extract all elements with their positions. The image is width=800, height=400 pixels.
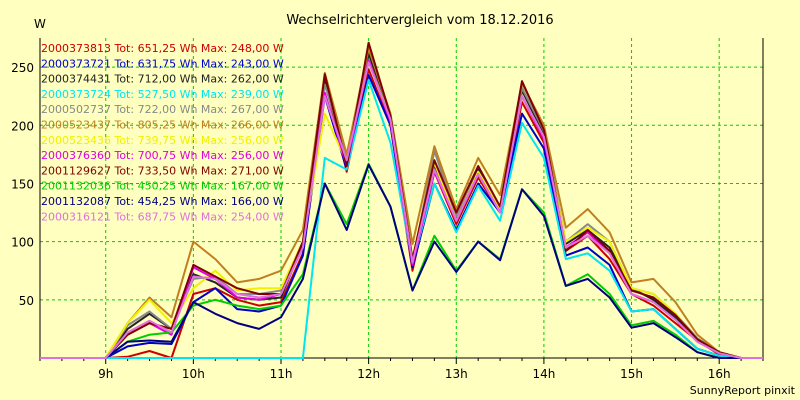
- legend-entry-2001132036: 2001132036 Tot: 450,25 Wh Max: 167,00 W: [41, 180, 284, 193]
- legend-entry-2000373724: 2000373724 Tot: 527,50 Wh Max: 239,00 W: [41, 88, 284, 101]
- x-tick-label: 16h: [708, 367, 731, 381]
- x-tick-label: 11h: [270, 367, 293, 381]
- legend-entry-2001132087: 2001132087 Tot: 454,25 Wh Max: 166,00 W: [41, 195, 284, 208]
- y-tick-label: 150: [11, 177, 34, 191]
- series-line-2000523437: [40, 47, 763, 359]
- legend-entry-2001129627: 2001129627 Tot: 733,50 Wh Max: 271,00 W: [41, 164, 284, 177]
- x-tick-label: 10h: [182, 367, 205, 381]
- y-tick-label: 100: [11, 236, 34, 250]
- legend-entry-2000523437: 2000523437 Tot: 805,25 Wh Max: 266,00 W: [41, 119, 284, 132]
- x-tick-label: 14h: [532, 367, 555, 381]
- legend-entry-2000374431: 2000374431 Tot: 712,00 Wh Max: 262,00 W: [41, 73, 284, 86]
- x-tick-label: 15h: [620, 367, 643, 381]
- series-line-2001132087: [40, 163, 763, 359]
- legend-entry-2000373813: 2000373813 Tot: 651,25 Wh Max: 248,00 W: [41, 42, 284, 55]
- x-tick-label: 12h: [357, 367, 380, 381]
- chart-title: Wechselrichtervergleich vom 18.12.2016: [286, 13, 553, 28]
- footer-credit: SunnyReport pinxit: [690, 384, 796, 397]
- series-line-2000373724: [40, 78, 763, 359]
- x-tick-label: 13h: [445, 367, 468, 381]
- series-line-2000316121: [40, 61, 763, 359]
- plot-area: 50 100 150 200 250 9h 10h 11h 12h 13h 14h 15h 16h 200…: [11, 38, 764, 381]
- legend-entry-2000523436: 2000523436 Tot: 739,75 Wh Max: 256,00 W: [41, 134, 284, 147]
- legend-entry-2000502737: 2000502737 Tot: 722,00 Wh Max: 267,00 W: [41, 103, 284, 116]
- y-tick-label: 200: [11, 119, 34, 133]
- y-tick-label: 250: [11, 61, 34, 75]
- x-tick-label: 9h: [98, 367, 113, 381]
- y-unit-label: W: [34, 17, 46, 31]
- legend-entry-2000316121: 2000316121 Tot: 687,75 Wh Max: 254,00 W: [41, 210, 284, 223]
- legend-entry-2000376360: 2000376360 Tot: 700,75 Wh Max: 256,00 W: [41, 149, 284, 162]
- y-tick-label: 50: [19, 294, 34, 308]
- legend-entry-2000373721: 2000373721 Tot: 631,75 Wh Max: 243,00 W: [41, 57, 284, 70]
